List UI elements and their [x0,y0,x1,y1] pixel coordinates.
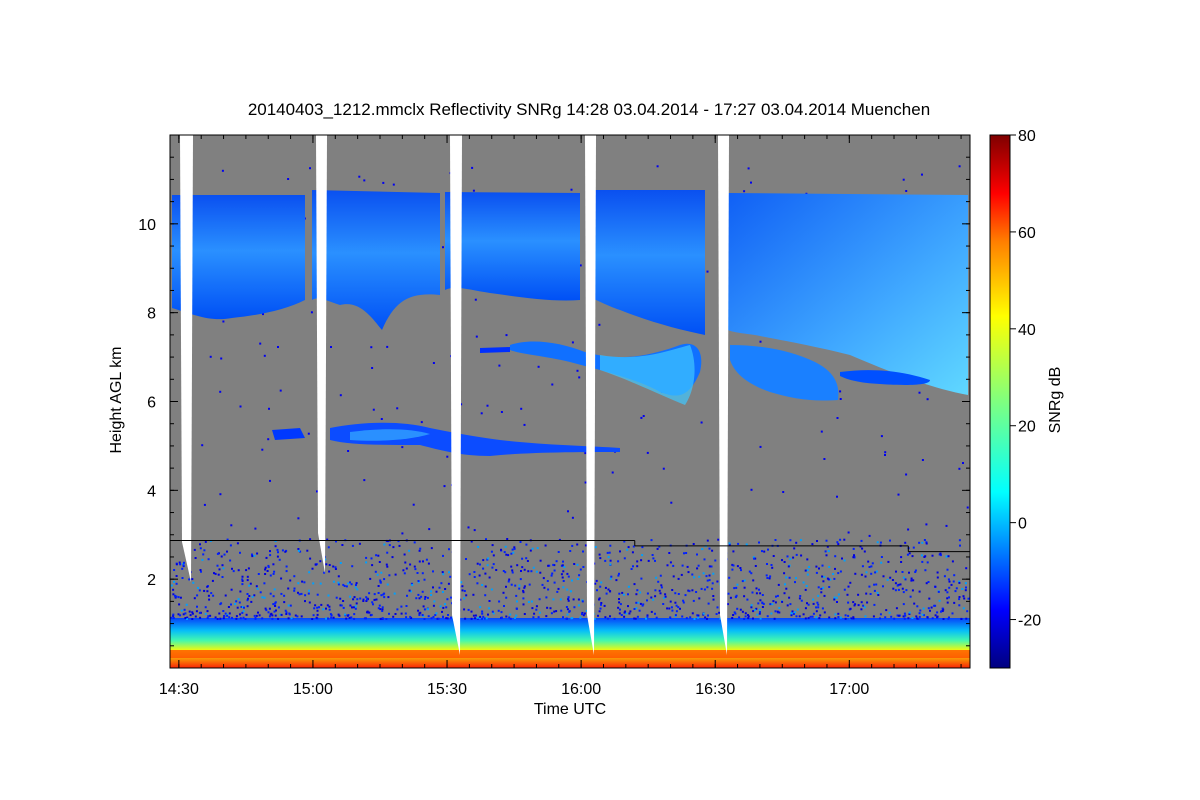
y-tick-label: 10 [138,217,156,234]
y-axis-label: Height AGL km [108,346,125,453]
cirrus-echo-3 [445,192,580,301]
y-tick-label: 4 [147,483,156,500]
chart-title: 20140403_1212.mmclx Reflectivity SNRg 14… [248,100,930,119]
data-gap-1 [180,135,193,582]
echo-layer [170,135,970,668]
x-tick-label: 15:30 [427,681,467,698]
colorbar-tick-label: 20 [1018,419,1036,436]
cirrus-echo-1 [172,195,305,320]
data-gap-5 [718,135,729,655]
data-gap-2 [316,135,327,573]
cirrus-echo-4 [590,190,705,335]
y-axis: 2 4 6 8 10 [138,156,970,647]
data-gap-4 [585,135,596,655]
y-tick-label: 2 [147,572,156,589]
mid-cloud-2 [730,345,839,401]
y-tick-label: 8 [147,306,156,323]
low-layer-1 [272,428,305,440]
data-gap-3 [450,135,462,655]
colorbar-tick-label: 0 [1018,516,1027,533]
x-tick-label: 16:30 [695,681,735,698]
x-axis: 14:30 15:00 15:30 16:00 16:30 17:00 [159,135,962,698]
mid-cloud-1-core [600,345,695,405]
colorbar-tick-label: 40 [1018,322,1036,339]
x-axis-label: Time UTC [534,701,606,718]
y-tick-label: 6 [147,395,156,412]
surface-echo [170,618,970,668]
boundary-layer-speckle [170,165,970,620]
mid-cloud-trace [480,347,510,353]
colorbar-tick-label: 80 [1018,128,1036,145]
cirrus-echo-5 [728,193,968,395]
x-tick-label: 15:00 [293,681,333,698]
cirrus-echo-2 [312,190,440,330]
colorbar-tick-label: -20 [1018,613,1041,630]
x-tick-label: 17:00 [829,681,869,698]
colorbar-tick-label: 60 [1018,225,1036,242]
x-tick-label: 14:30 [159,681,199,698]
colorbar-label: SNRg dB [1047,367,1064,434]
colorbar [989,134,1011,669]
low-layer-2-core [350,429,430,441]
colorbar-axis: -20 0 20 40 60 80 [1010,128,1041,630]
mid-cloud-3 [840,370,930,385]
surface-echo-core [170,650,970,658]
x-tick-label: 16:00 [561,681,601,698]
